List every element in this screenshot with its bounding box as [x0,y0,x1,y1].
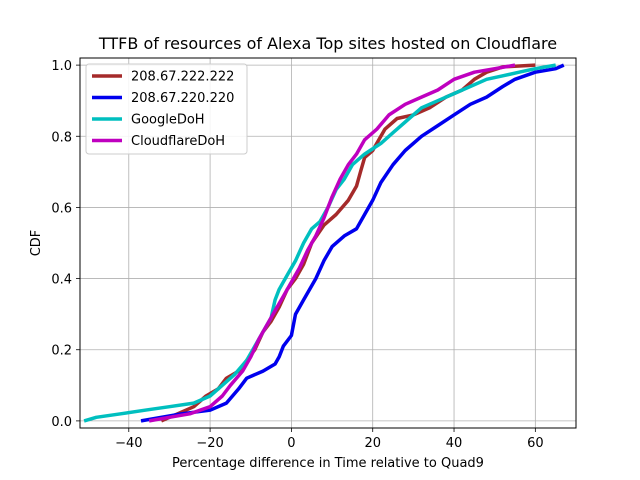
legend-box [85,63,248,155]
legend-label: CloudflareDoH [131,134,225,149]
series-lines [83,63,565,423]
y-tick-label: 0.0 [51,415,72,430]
legend-label: 208.67.222.222 [131,70,234,85]
series-line-2 [83,63,557,423]
legend-label: 208.67.220.220 [131,91,234,106]
series-line-1 [140,63,565,423]
chart-title: TTFB of resources of Alexa Top sites hos… [98,34,557,53]
x-axis-ticks: −40 −20 0 20 40 60 [115,428,544,451]
y-tick-label: 0.4 [51,273,72,288]
y-axis-label: CDF [29,230,44,257]
x-axis-label: Percentage difference in Time relative t… [172,456,484,471]
legend: 208.67.222.222 208.67.220.220 GoogleDoH Clo… [85,63,248,155]
x-tick-label: −40 [115,436,142,451]
legend-label: GoogleDoH [131,113,205,128]
x-tick-label: 20 [364,436,381,451]
x-tick-label: 0 [287,436,295,451]
x-tick-label: 40 [446,436,463,451]
y-tick-label: 0.8 [51,130,72,145]
plot-frame [79,57,577,429]
y-tick-label: 1.0 [51,59,72,74]
series-line-3 [148,63,516,423]
y-axis-ticks: 0.0 0.2 0.4 0.6 0.8 1.0 [51,59,80,430]
y-tick-label: 0.2 [51,344,72,359]
x-tick-label: 60 [527,436,544,451]
x-tick-label: −20 [196,436,223,451]
y-tick-label: 0.6 [51,201,72,216]
